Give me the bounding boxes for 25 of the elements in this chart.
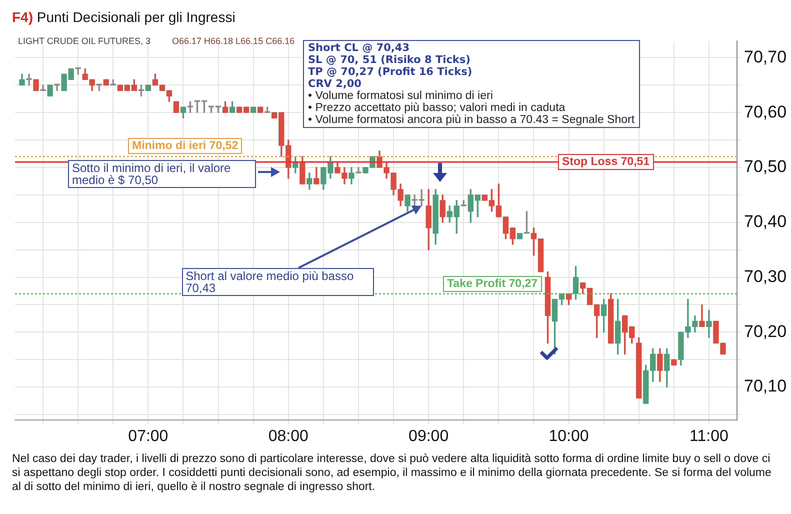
- annotation: Short al valore medio più basso 70,43: [182, 268, 374, 296]
- chart-title: F4) Punti Decisionali per gli Ingressi: [12, 9, 236, 25]
- y-tick-label: 70,50: [744, 157, 787, 176]
- annotation: Short CL @ 70,43 SL @ 70, 51 (Risiko 8 Ticks) TP @ 70,27 (Profit 16 Ticks) CRV 2,00 • Volume formatosi sul minimo di ieri • Prezzo accettato più basso; valori medi in caduta • Volume formatosi ancora più in basso a 70.43 = Segnale Short: [308, 42, 635, 126]
- x-tick-label: 10:00: [548, 428, 589, 446]
- annotation: O66.17 H66.18 L66.15 C66.16: [172, 36, 295, 46]
- ref-line-label: Minimo di ieri 70,52: [128, 138, 242, 154]
- annotation: LIGHT CRUDE OIL FUTURES, 3: [18, 36, 151, 46]
- y-tick-label: 70,70: [744, 47, 787, 66]
- annotation: Sotto il minimo di ieri, il valore medio è $ 70,50: [68, 160, 256, 188]
- y-tick-label: 70,20: [744, 322, 787, 341]
- x-tick-label: 08:00: [268, 428, 308, 446]
- y-tick-label: 70,60: [744, 102, 787, 122]
- y-tick-label: 70,30: [744, 266, 787, 286]
- x-tick-label: 09:00: [408, 428, 449, 446]
- x-tick-label: 07:00: [128, 428, 168, 446]
- y-tick-label: 70,10: [744, 376, 787, 396]
- y-tick-label: 70,40: [744, 212, 787, 232]
- ref-line-label: Take Profit 70,27: [443, 276, 542, 292]
- ref-line-label: Stop Loss 70,51: [558, 154, 654, 170]
- candlestick: [26, 74, 32, 86]
- candlestick: [706, 310, 712, 338]
- candlestick: [54, 84, 60, 91]
- x-tick-label: 11:00: [690, 428, 728, 446]
- text: Nel caso dei day trader, i livelli di prezzo sono di particolare interesse, dove si può vedere alta liquidità sotto forma di ordine limite buy o sell o dove ci si aspettano degli stop order. I cosiddetti punti decisionali sono, ad esempio, il massimo e il minimo della giornata precedente. Se si forma del volume al di sotto del minimo di ieri, quello è il nostro segnale di ingresso short.: [12, 452, 772, 494]
